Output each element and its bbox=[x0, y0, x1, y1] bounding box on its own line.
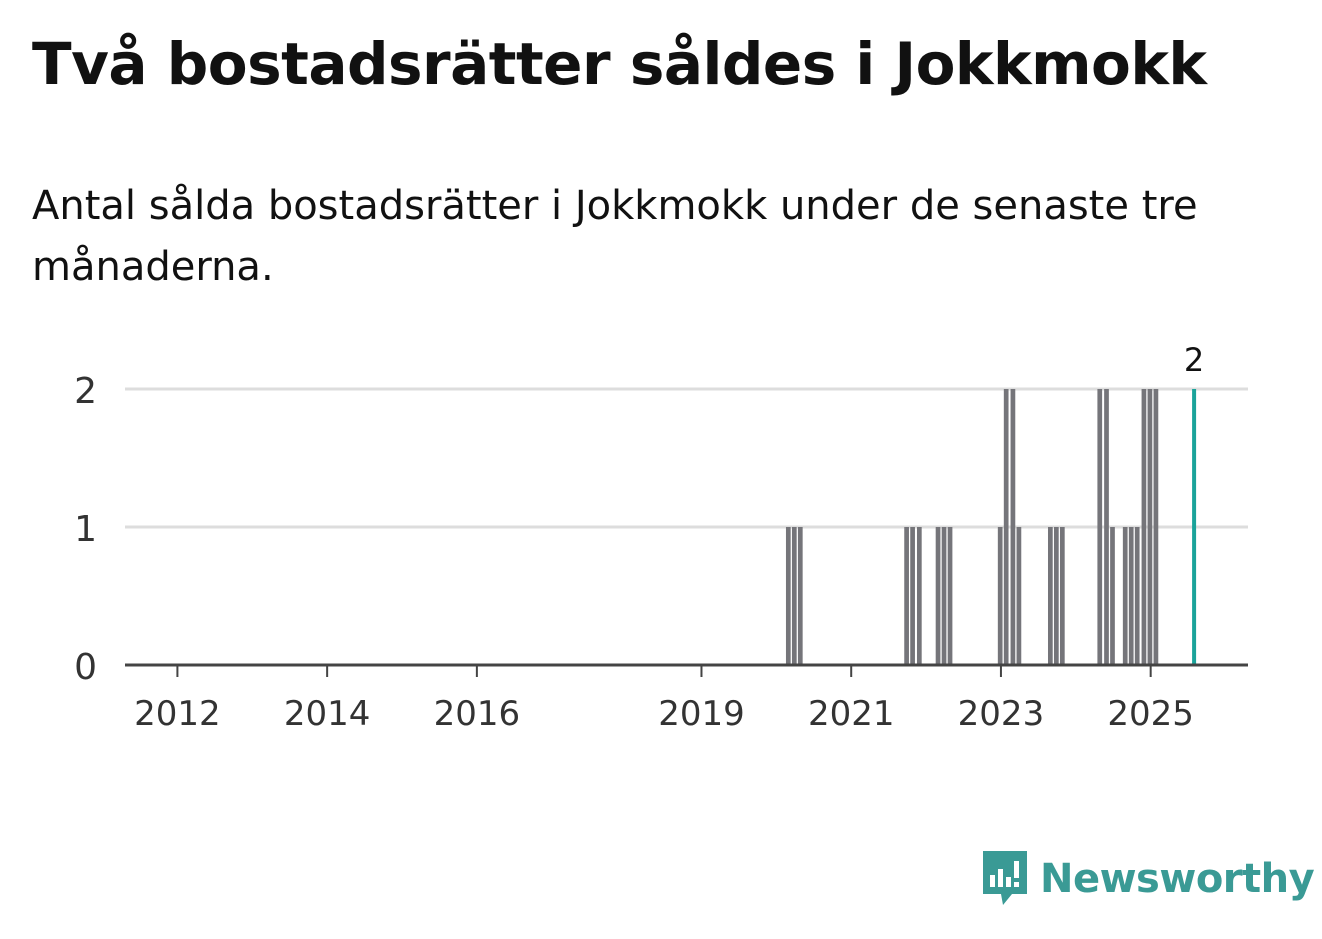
x-axis bbox=[125, 663, 1248, 677]
bar bbox=[1153, 389, 1159, 665]
x-tick-label: 2014 bbox=[284, 694, 371, 734]
x-tick-label: 2021 bbox=[808, 694, 895, 734]
bar bbox=[797, 527, 803, 665]
bar bbox=[916, 527, 922, 665]
x-tick-label: 2012 bbox=[134, 694, 221, 734]
bar bbox=[1053, 527, 1059, 665]
bar bbox=[1147, 389, 1153, 665]
bar bbox=[1141, 389, 1147, 665]
x-tick-label: 2025 bbox=[1107, 694, 1194, 734]
x-tick-label: 2016 bbox=[434, 694, 521, 734]
annotations: 2 bbox=[1184, 341, 1204, 379]
y-axis-labels: 0 1 2 bbox=[74, 371, 97, 688]
bar bbox=[997, 527, 1003, 665]
bar bbox=[1003, 389, 1009, 665]
bar bbox=[1059, 527, 1065, 665]
newsworthy-logo-icon bbox=[983, 851, 1027, 905]
bar-highlight bbox=[1192, 389, 1197, 665]
bar bbox=[1010, 389, 1016, 665]
x-tick-label: 2023 bbox=[958, 694, 1045, 734]
x-axis-labels: 2012 2014 2016 2019 2021 2023 2025 bbox=[134, 694, 1194, 734]
bar bbox=[1122, 527, 1128, 665]
y-tick-label: 1 bbox=[74, 509, 97, 550]
bar bbox=[904, 527, 909, 665]
y-tick-label: 2 bbox=[74, 371, 97, 412]
bar bbox=[1128, 527, 1134, 665]
bar bbox=[1110, 527, 1115, 665]
bar bbox=[947, 527, 953, 665]
gridlines bbox=[125, 387, 1248, 529]
bars bbox=[785, 389, 1197, 665]
x-tick-label: 2019 bbox=[658, 694, 745, 734]
brand-name: Newsworthy bbox=[1040, 856, 1315, 902]
chart-subtitle: Antal sålda bostadsrätter i Jokkmokk und… bbox=[32, 183, 1198, 290]
bar bbox=[1016, 527, 1022, 665]
highlight-value-label: 2 bbox=[1184, 341, 1204, 379]
bar bbox=[1047, 527, 1053, 665]
bar bbox=[785, 527, 791, 665]
bar bbox=[935, 527, 941, 665]
bar bbox=[1134, 527, 1140, 665]
bar bbox=[1104, 389, 1109, 665]
y-tick-label: 0 bbox=[74, 647, 97, 688]
bar bbox=[941, 527, 947, 665]
chart-title: Två bostadsrätter såldes i Jokkmokk bbox=[32, 30, 1207, 98]
bar bbox=[910, 527, 915, 665]
brand-logo: Newsworthy bbox=[980, 848, 1315, 910]
bar bbox=[791, 527, 797, 665]
bar bbox=[1097, 389, 1103, 665]
